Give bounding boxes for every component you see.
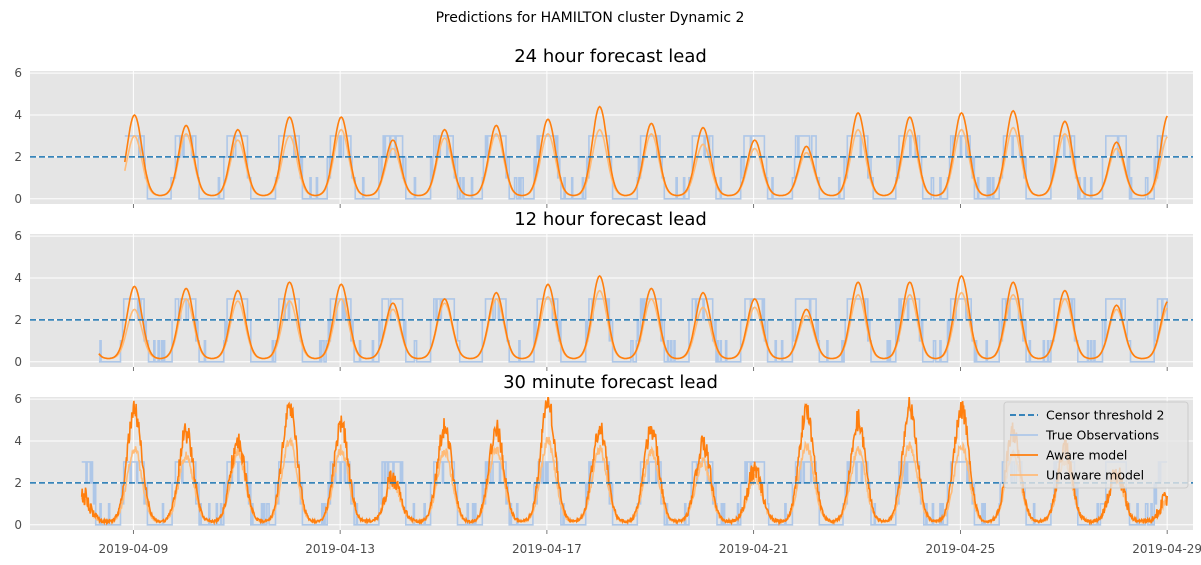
y-tick-label: 2 <box>14 476 22 490</box>
x-tick-label: 2019-04-25 <box>926 542 996 556</box>
y-tick-label: 4 <box>14 108 22 122</box>
legend: Censor threshold 2 True Observations Aware… <box>1003 401 1189 489</box>
x-tick-label: 2019-04-09 <box>99 542 169 556</box>
panel-title: 12 hour forecast lead <box>514 209 707 230</box>
panel-title: 24 hour forecast lead <box>514 46 707 67</box>
y-tick-label: 0 <box>14 355 22 369</box>
panels: 0 2 4 6 24 hour forecast lead 0 2 4 6 12 hour for… <box>14 46 1193 534</box>
y-tick-label: 6 <box>14 66 22 80</box>
panel-2: 0 2 4 6 12 hour forecast lead <box>14 209 1193 371</box>
legend-label-observations: True Observations <box>1045 428 1159 443</box>
panel-background <box>30 71 1193 204</box>
legend-label-aware: Aware model <box>1046 448 1127 463</box>
x-tick-label: 2019-04-29 <box>1132 542 1201 556</box>
x-tick-label: 2019-04-21 <box>719 542 789 556</box>
y-tick-label: 4 <box>14 434 22 448</box>
y-tick-label: 4 <box>14 271 22 285</box>
y-tick-label: 0 <box>14 518 22 532</box>
y-tick-label: 6 <box>14 392 22 406</box>
panel-series <box>98 274 1168 363</box>
series-aware-model <box>98 274 1168 360</box>
figure-suptitle: Predictions for HAMILTON cluster Dynamic… <box>436 10 745 26</box>
y-tick-label: 0 <box>14 192 22 206</box>
series-aware-model <box>80 397 1168 527</box>
y-tick-label: 6 <box>14 229 22 243</box>
panel-title: 30 minute forecast lead <box>503 372 718 393</box>
legend-label-censor: Censor threshold 2 <box>1046 408 1164 423</box>
x-tick-label: 2019-04-13 <box>305 542 375 556</box>
series-aware-model <box>124 105 1168 197</box>
x-tick-label: 2019-04-17 <box>512 542 582 556</box>
panel-3: 0 2 4 6 30 minute forecast lead <box>14 372 1193 534</box>
panel-series <box>80 397 1168 527</box>
y-tick-label: 2 <box>14 150 22 164</box>
panel-1: 0 2 4 6 24 hour forecast lead <box>14 46 1193 208</box>
x-axis-ticks: 2019-04-09 2019-04-13 2019-04-17 2019-04-21… <box>99 542 1201 556</box>
legend-box <box>1003 401 1189 489</box>
panel-series <box>124 105 1168 200</box>
legend-label-unaware: Unaware model <box>1046 468 1144 483</box>
y-tick-label: 2 <box>14 313 22 327</box>
